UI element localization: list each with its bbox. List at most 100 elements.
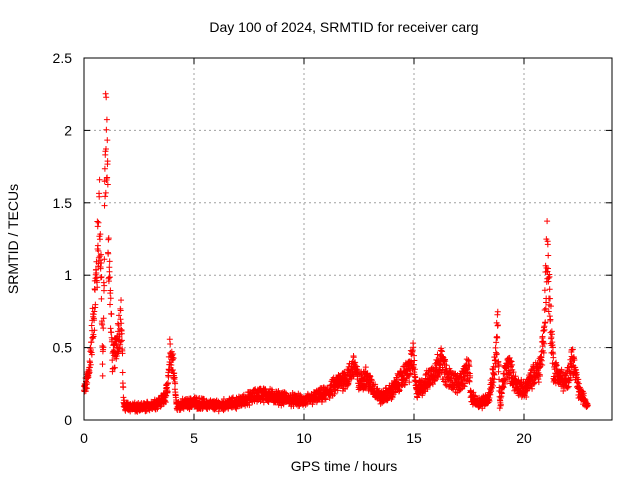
x-tick-label: 20 bbox=[516, 430, 532, 446]
data-point bbox=[94, 242, 101, 249]
data-point bbox=[541, 287, 548, 294]
data-point bbox=[101, 165, 108, 172]
data-point bbox=[352, 362, 359, 369]
data-point bbox=[349, 358, 356, 365]
data-point bbox=[443, 362, 450, 369]
data-point bbox=[545, 265, 552, 272]
data-point bbox=[575, 376, 582, 383]
data-point bbox=[331, 386, 338, 393]
data-point bbox=[501, 370, 508, 377]
data-point bbox=[95, 219, 102, 226]
data-point bbox=[545, 252, 552, 259]
data-point bbox=[91, 327, 98, 334]
x-axis-title: GPS time / hours bbox=[291, 458, 398, 474]
data-point bbox=[368, 376, 375, 383]
data-point bbox=[372, 381, 379, 388]
x-tick-label: 5 bbox=[190, 430, 198, 446]
data-point bbox=[92, 301, 99, 308]
data-point bbox=[442, 358, 449, 365]
data-point bbox=[102, 90, 109, 97]
data-point bbox=[90, 333, 97, 340]
y-tick-label: 1.5 bbox=[53, 195, 73, 211]
data-point bbox=[411, 366, 418, 373]
data-point bbox=[345, 380, 352, 387]
data-point bbox=[104, 181, 111, 188]
data-point bbox=[246, 402, 253, 409]
data-point bbox=[405, 372, 412, 379]
data-point bbox=[169, 356, 176, 363]
y-tick-label: 1 bbox=[64, 267, 72, 283]
data-point bbox=[322, 396, 329, 403]
data-point bbox=[540, 339, 547, 346]
data-point bbox=[87, 361, 94, 368]
data-point bbox=[540, 349, 547, 356]
x-tick-label: 10 bbox=[296, 430, 312, 446]
data-point bbox=[358, 372, 365, 379]
data-point bbox=[493, 339, 500, 346]
data-point bbox=[117, 341, 124, 348]
data-point bbox=[362, 364, 369, 371]
data-point bbox=[493, 350, 500, 357]
data-point bbox=[89, 305, 96, 312]
data-point bbox=[466, 363, 473, 370]
data-point bbox=[497, 401, 504, 408]
data-point bbox=[487, 391, 494, 398]
data-point bbox=[116, 344, 123, 351]
data-point bbox=[550, 354, 557, 361]
data-point bbox=[96, 176, 103, 183]
data-point bbox=[97, 274, 104, 281]
y-tick-label: 2 bbox=[64, 122, 72, 138]
data-point bbox=[106, 274, 113, 281]
data-point bbox=[104, 174, 111, 181]
data-point bbox=[457, 385, 464, 392]
data-point bbox=[569, 346, 576, 353]
data-point bbox=[544, 241, 551, 248]
data-point bbox=[493, 334, 500, 341]
data-point bbox=[100, 344, 107, 351]
data-point bbox=[494, 322, 501, 329]
data-point bbox=[366, 372, 373, 379]
data-point bbox=[94, 284, 101, 291]
data-point bbox=[350, 354, 357, 361]
data-point bbox=[100, 287, 107, 294]
data-point bbox=[342, 385, 349, 392]
grid-lines bbox=[84, 58, 612, 420]
data-point bbox=[118, 330, 125, 337]
data-point bbox=[547, 303, 554, 310]
data-point bbox=[115, 348, 122, 355]
data-point bbox=[410, 344, 417, 351]
y-tick-labels: 0 0.5 1 1.5 2 2.5 bbox=[53, 50, 73, 428]
data-point bbox=[107, 287, 114, 294]
data-point bbox=[281, 389, 288, 396]
data-point bbox=[103, 116, 110, 123]
data-point bbox=[120, 394, 127, 401]
data-point bbox=[542, 319, 549, 326]
data-point bbox=[507, 357, 514, 364]
data-point bbox=[108, 329, 115, 336]
data-point bbox=[553, 362, 560, 369]
data-point bbox=[539, 361, 546, 368]
data-point bbox=[467, 372, 474, 379]
data-point bbox=[355, 369, 362, 376]
data-point bbox=[117, 307, 124, 314]
data-point bbox=[97, 231, 104, 238]
data-point bbox=[170, 350, 177, 357]
data-point bbox=[367, 373, 374, 380]
data-point bbox=[119, 350, 126, 357]
data-point bbox=[118, 320, 125, 327]
data-point bbox=[94, 223, 101, 230]
data-point bbox=[99, 361, 106, 368]
data-point bbox=[544, 218, 551, 225]
data-point bbox=[486, 398, 493, 405]
data-point bbox=[103, 145, 109, 152]
data-point bbox=[96, 193, 103, 200]
data-point bbox=[438, 347, 445, 354]
data-point bbox=[172, 380, 179, 387]
data-point bbox=[508, 358, 515, 365]
data-point bbox=[409, 347, 416, 354]
data-point bbox=[535, 376, 542, 383]
chart-title: Day 100 of 2024, SRMTID for receiver car… bbox=[209, 19, 478, 35]
x-tick-labels: 0 5 10 15 20 bbox=[80, 430, 532, 446]
data-point bbox=[100, 325, 107, 332]
